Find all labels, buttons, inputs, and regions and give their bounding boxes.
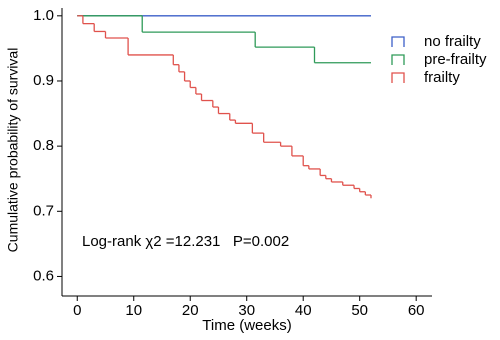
y-tick-label: 1.0 <box>33 7 54 24</box>
y-tick-label: 0.8 <box>33 137 54 154</box>
legend-label: frailty <box>424 69 460 86</box>
x-tick-label: 60 <box>408 302 425 319</box>
legend-swatch <box>391 54 405 65</box>
x-tick-label: 10 <box>125 302 142 319</box>
legend-label: no frailty <box>424 33 481 50</box>
legend-label: pre-frailty <box>424 51 487 68</box>
legend-swatch <box>391 72 405 83</box>
y-tick-label: 0.9 <box>33 72 54 89</box>
y-tick-label: 0.6 <box>33 267 54 284</box>
x-tick-label: 30 <box>238 302 255 319</box>
x-tick-label: 20 <box>182 302 199 319</box>
legend-swatch <box>391 36 405 47</box>
y-axis-label: Cumulative probability of survival <box>5 48 21 253</box>
x-tick-label: 50 <box>351 302 368 319</box>
x-tick-label: 0 <box>73 302 81 319</box>
annotation: Log-rank χ2 =12.231 P=0.002 <box>82 233 289 250</box>
x-axis-label: Time (weeks) <box>202 317 291 334</box>
x-tick-label: 40 <box>295 302 312 319</box>
y-tick-label: 0.7 <box>33 202 54 219</box>
